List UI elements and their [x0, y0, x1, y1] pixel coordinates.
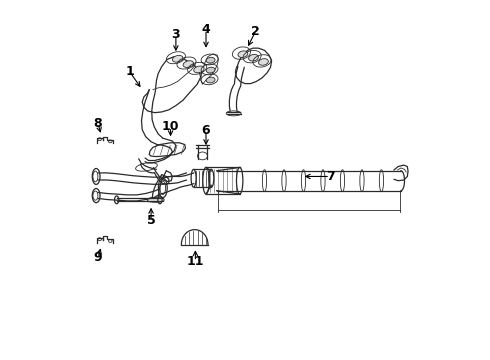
Text: 5: 5 [147, 214, 155, 227]
Ellipse shape [194, 66, 204, 73]
Text: 4: 4 [202, 23, 210, 36]
Ellipse shape [259, 59, 269, 65]
Text: 9: 9 [94, 252, 102, 265]
Text: 10: 10 [162, 120, 179, 133]
Ellipse shape [248, 54, 258, 61]
Text: 2: 2 [251, 24, 260, 38]
Text: 6: 6 [202, 124, 210, 137]
Ellipse shape [206, 77, 215, 83]
Text: 3: 3 [172, 28, 180, 41]
Ellipse shape [206, 57, 215, 63]
Ellipse shape [172, 55, 183, 62]
Text: 8: 8 [94, 117, 102, 130]
Ellipse shape [206, 67, 215, 73]
Text: 7: 7 [326, 170, 335, 183]
Text: 11: 11 [187, 255, 204, 268]
Ellipse shape [238, 51, 248, 58]
Text: 1: 1 [125, 66, 134, 78]
Ellipse shape [183, 61, 194, 67]
